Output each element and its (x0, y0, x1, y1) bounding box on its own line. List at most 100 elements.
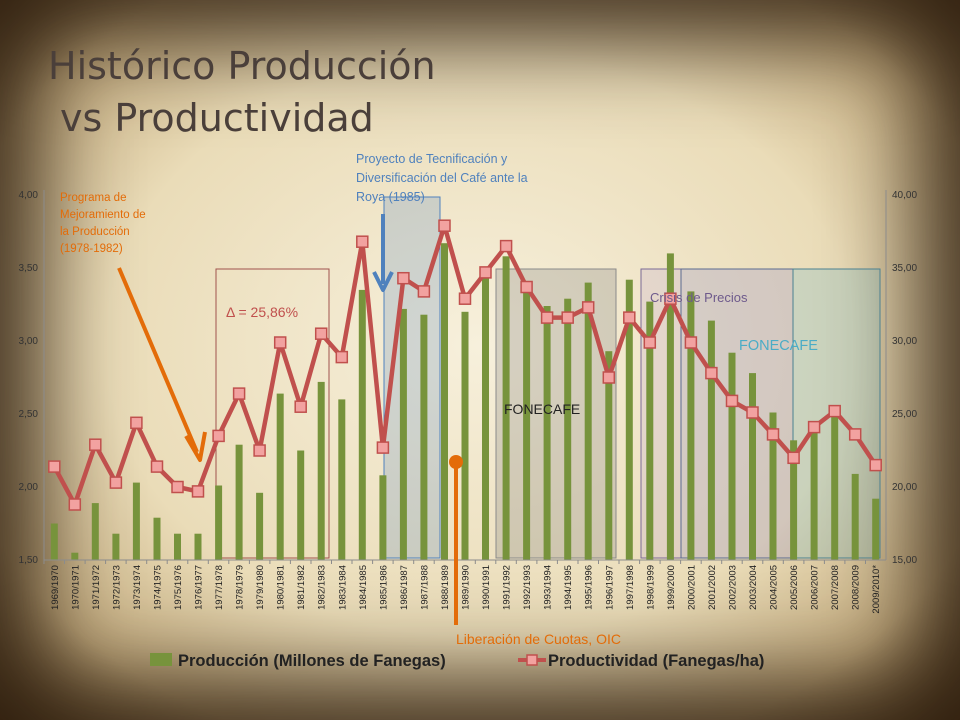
bar-produccion (872, 498, 880, 560)
category-label: 1994/1995 (563, 565, 574, 610)
category-label: 1988/1989 (440, 565, 451, 610)
marker-productividad (807, 420, 821, 434)
marker-productividad (848, 428, 862, 441)
tick-label-right: 25,00 (892, 409, 917, 420)
marker-productividad (191, 485, 205, 498)
tick-label-right: 35,00 (892, 263, 917, 274)
legend-swatch-produccion (150, 653, 172, 666)
legend-swatch-productividad-marker (526, 654, 538, 666)
marker-productividad (746, 406, 759, 419)
category-label: 1977/1978 (214, 565, 225, 610)
marker-productividad (725, 394, 739, 408)
marker-productividad (376, 441, 390, 454)
marker-productividad (356, 235, 369, 248)
marker-productividad (869, 458, 882, 472)
category-label: 2006/2007 (810, 565, 821, 610)
annotation-programa: (1978-1982) (60, 243, 123, 255)
tick-label-right: 20,00 (892, 482, 917, 493)
bar-produccion (790, 440, 798, 560)
bar-produccion (605, 351, 613, 560)
category-label: 1989/1990 (461, 565, 472, 610)
bar-produccion (441, 243, 448, 560)
bar-produccion (420, 314, 428, 560)
bar-produccion (132, 482, 140, 560)
bar-produccion (153, 517, 161, 560)
tick-label-right: 15,00 (892, 555, 917, 566)
tick-label-left: 4,00 (19, 190, 39, 201)
marker-productividad (664, 292, 677, 305)
bar-produccion (482, 275, 489, 560)
tick-label-left: 3,00 (19, 336, 39, 347)
bar-produccion (399, 308, 407, 560)
category-label: 1969/1970 (50, 565, 61, 610)
annotation-proyecto: Roya (1985) (356, 190, 425, 204)
category-label: 2008/2009 (851, 565, 862, 610)
tick-label-right: 30,00 (892, 336, 917, 347)
category-label: 2004/2005 (769, 565, 780, 610)
category-label: 2000/2001 (686, 565, 697, 610)
bar-produccion (666, 253, 674, 560)
category-label: 1979/1980 (255, 565, 266, 610)
bar-produccion (831, 414, 839, 560)
category-label: 1971/1972 (91, 565, 102, 610)
bar-produccion (728, 352, 736, 560)
bar-produccion (256, 492, 264, 560)
legend-label-productividad: Productividad (Fanegas/ha) (548, 652, 764, 670)
category-label: 2009/2010* (871, 565, 882, 614)
category-label: 2002/2003 (728, 565, 739, 610)
bar-produccion (564, 298, 572, 560)
bar-produccion (543, 306, 551, 560)
annotation-programa: la Producción (60, 226, 130, 238)
bar-produccion (625, 279, 633, 560)
annotation-crisis: Crisis de Precios (650, 290, 748, 305)
tick-label-left: 1,50 (19, 555, 39, 566)
category-label: 2007/2008 (830, 565, 841, 610)
bar-produccion (461, 311, 469, 560)
marker-productividad (828, 404, 841, 418)
marker-productividad (171, 480, 184, 494)
annotation-programa: Mejoramiento de (60, 209, 146, 221)
legend-label-produccion: Producción (Millones de Fanegas) (178, 652, 446, 670)
bar-produccion (50, 523, 58, 560)
marker-productividad (623, 311, 636, 324)
bar-produccion (851, 473, 859, 560)
category-label: 2001/2002 (707, 565, 718, 610)
productivity-line (48, 219, 882, 511)
title-line-1: Histórico Producción (48, 44, 436, 88)
marker-productividad (787, 451, 800, 465)
marker-productividad (109, 476, 123, 489)
bar-produccion (91, 503, 99, 560)
category-label: 1974/1975 (153, 565, 164, 610)
annotation-proyecto: Diversificación del Café ante la (356, 171, 528, 185)
marker-productividad (68, 498, 82, 511)
marker-productividad (130, 416, 143, 430)
annotation-liberacion: Liberación de Cuotas, OIC (456, 631, 621, 647)
annotation-delta: Δ = 25,86% (226, 304, 298, 320)
category-label: 1991/1992 (502, 565, 513, 610)
marker-productividad (273, 336, 287, 349)
tick-label-left: 2,50 (19, 409, 39, 420)
marker-productividad (397, 271, 410, 285)
marker-productividad (766, 428, 780, 441)
bar-produccion (687, 291, 695, 560)
tick-label-right: 40,00 (892, 190, 917, 201)
chart-legend: Producción (Millones de Fanegas) Producti… (150, 652, 764, 670)
category-label: 1981/1982 (296, 565, 307, 610)
bar-produccion (523, 285, 531, 560)
annotation-programa: Programa de (60, 192, 126, 204)
marker-productividad (705, 366, 718, 380)
marker-productividad (89, 438, 102, 451)
bar-produccion (502, 256, 510, 560)
marker-productividad (417, 285, 431, 298)
marker-productividad (232, 387, 246, 400)
bar-produccion (112, 533, 120, 560)
marker-productividad (438, 219, 451, 232)
marker-productividad (150, 460, 164, 473)
category-label: 1978/1979 (235, 565, 246, 610)
category-label: 1992/1993 (522, 565, 533, 610)
category-label: 1970/1971 (70, 565, 81, 610)
category-label: 1982/1983 (317, 565, 328, 610)
title-line-2: vs Productividad (60, 96, 374, 140)
marker-productividad (48, 460, 61, 473)
